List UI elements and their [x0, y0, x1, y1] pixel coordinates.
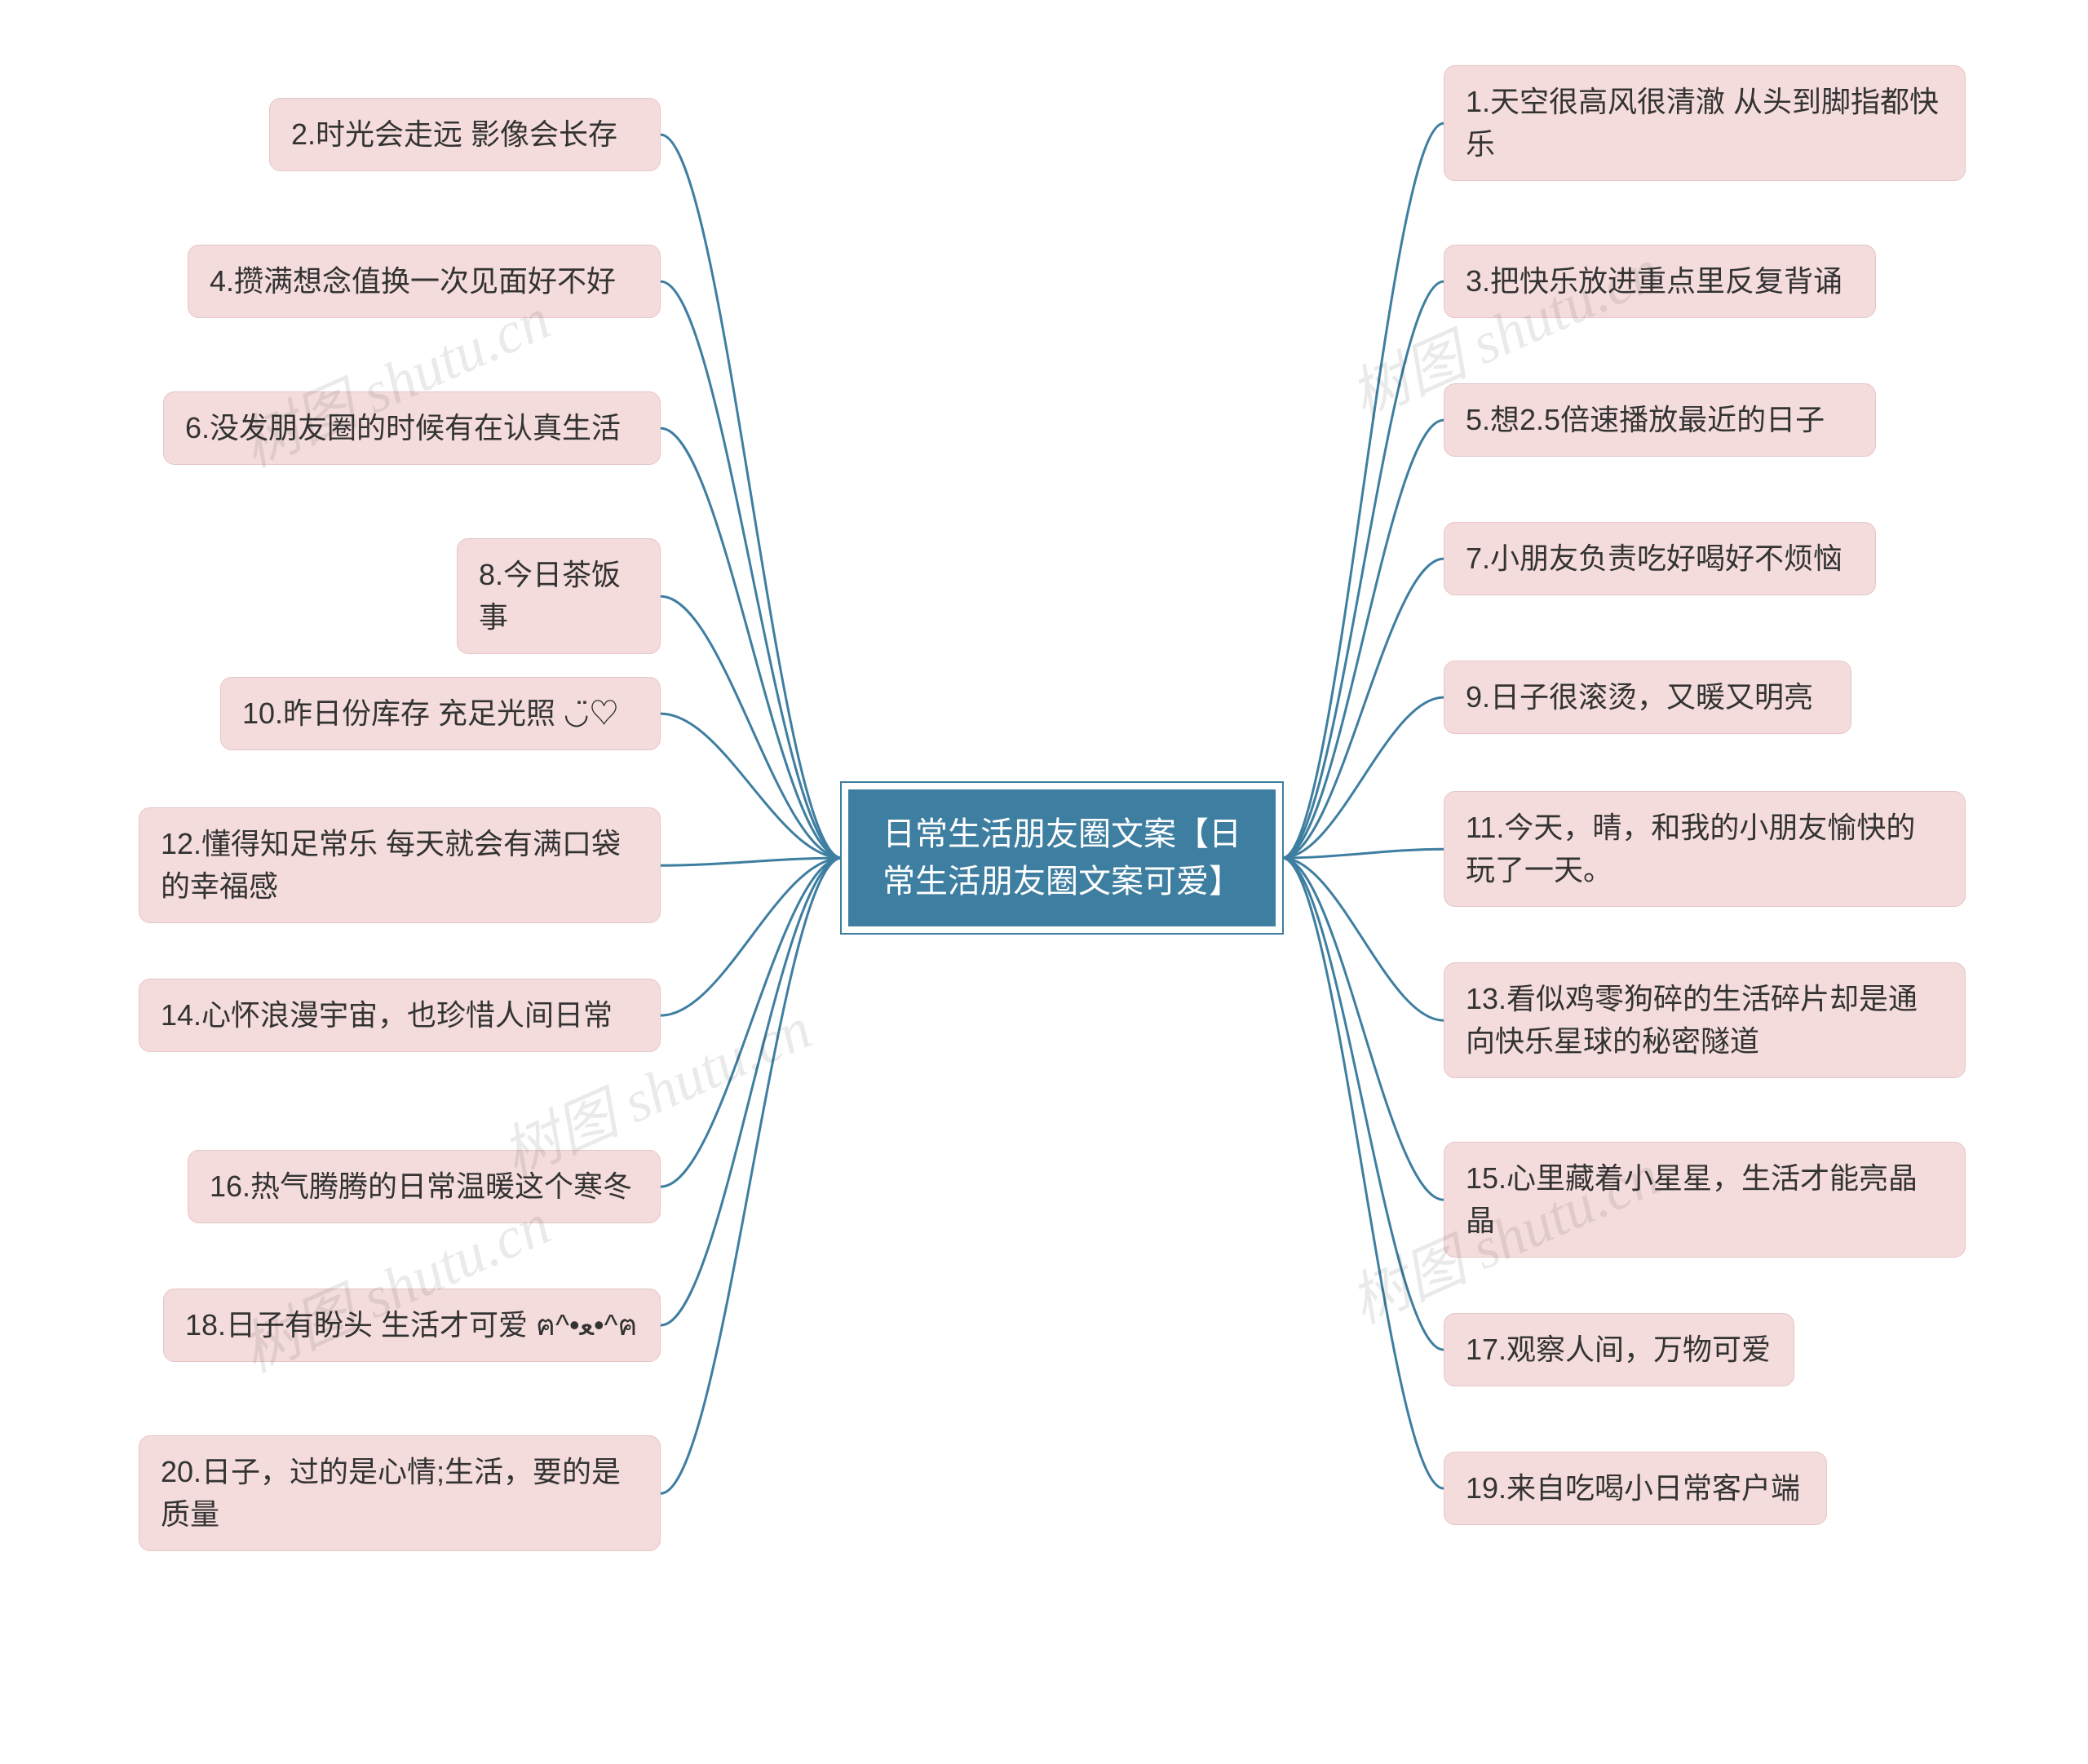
connector: [1282, 559, 1444, 858]
leaf-label: 7.小朋友负责吃好喝好不烦恼: [1466, 542, 1842, 575]
right-leaf-node: 13.看似鸡零狗碎的生活碎片却是通向快乐星球的秘密隧道: [1444, 962, 1966, 1078]
left-leaf-node: 10.昨日份库存 充足光照 ◡̈♡: [220, 677, 661, 750]
connector: [1282, 858, 1444, 1350]
center-node-label: 日常生活朋友圈文案【日常生活朋友圈文案可爱】: [883, 816, 1241, 900]
connector: [661, 596, 842, 858]
leaf-label: 12.懂得知足常乐 每天就会有满口袋的幸福感: [161, 827, 621, 903]
left-leaf-node: 8.今日茶饭事: [457, 538, 661, 654]
connector: [661, 281, 842, 858]
right-leaf-node: 17.观察人间，万物可爱: [1444, 1313, 1794, 1386]
leaf-label: 6.没发朋友圈的时候有在认真生活: [185, 411, 621, 444]
right-leaf-node: 11.今天，晴，和我的小朋友愉快的玩了一天。: [1444, 791, 1966, 907]
connector: [661, 858, 842, 1325]
left-leaf-node: 20.日子，过的是心情;生活，要的是质量: [139, 1435, 661, 1551]
left-leaf-node: 6.没发朋友圈的时候有在认真生活: [163, 391, 661, 465]
connector: [1282, 697, 1444, 858]
connector: [661, 858, 842, 1015]
connector: [1282, 849, 1444, 858]
right-leaf-node: 1.天空很高风很清澈 从头到脚指都快乐: [1444, 65, 1966, 181]
right-leaf-node: 5.想2.5倍速播放最近的日子: [1444, 383, 1876, 457]
leaf-label: 14.心怀浪漫宇宙，也珍惜人间日常: [161, 998, 613, 1032]
leaf-label: 4.攒满想念值换一次见面好不好: [210, 264, 616, 298]
connector: [661, 858, 842, 1493]
left-leaf-node: 18.日子有盼头 生活才可爱 ฅ^•ﻌ•^ฅ: [163, 1289, 661, 1362]
right-leaf-node: 15.心里藏着小星星，生活才能亮晶晶: [1444, 1142, 1966, 1258]
left-leaf-node: 12.懂得知足常乐 每天就会有满口袋的幸福感: [139, 807, 661, 923]
connector: [1282, 858, 1444, 1488]
leaf-label: 5.想2.5倍速播放最近的日子: [1466, 403, 1825, 436]
leaf-label: 18.日子有盼头 生活才可爱 ฅ^•ﻌ•^ฅ: [185, 1308, 638, 1342]
right-leaf-node: 19.来自吃喝小日常客户端: [1444, 1452, 1827, 1525]
right-leaf-node: 9.日子很滚烫，又暖又明亮: [1444, 661, 1851, 734]
left-leaf-node: 2.时光会走远 影像会长存: [269, 98, 661, 171]
connector: [661, 428, 842, 858]
leaf-label: 11.今天，晴，和我的小朋友愉快的玩了一天。: [1466, 811, 1915, 886]
leaf-label: 8.今日茶饭事: [479, 558, 621, 634]
connector: [661, 858, 842, 865]
left-leaf-node: 16.热气腾腾的日常温暖这个寒冬: [188, 1150, 661, 1223]
leaf-label: 13.看似鸡零狗碎的生活碎片却是通向快乐星球的秘密隧道: [1466, 982, 1918, 1058]
right-leaf-node: 3.把快乐放进重点里反复背诵: [1444, 245, 1876, 318]
connector: [1282, 420, 1444, 858]
leaf-label: 1.天空很高风很清澈 从头到脚指都快乐: [1466, 85, 1939, 161]
connector: [661, 858, 842, 1187]
connector: [1282, 123, 1444, 858]
connector: [661, 714, 842, 858]
leaf-label: 16.热气腾腾的日常温暖这个寒冬: [210, 1169, 632, 1203]
leaf-label: 19.来自吃喝小日常客户端: [1466, 1471, 1800, 1505]
leaf-label: 15.心里藏着小星星，生活才能亮晶晶: [1466, 1161, 1918, 1237]
right-leaf-node: 7.小朋友负责吃好喝好不烦恼: [1444, 522, 1876, 595]
mindmap-canvas: 日常生活朋友圈文案【日常生活朋友圈文案可爱】 2.时光会走远 影像会长存 4.攒满想…: [0, 0, 2088, 1764]
center-node: 日常生活朋友圈文案【日常生活朋友圈文案可爱】: [842, 783, 1282, 933]
leaf-label: 20.日子，过的是心情;生活，要的是质量: [161, 1455, 621, 1531]
left-leaf-node: 4.攒满想念值换一次见面好不好: [188, 245, 661, 318]
connector: [661, 135, 842, 858]
leaf-label: 2.时光会走远 影像会长存: [291, 117, 617, 151]
connector: [1282, 858, 1444, 1020]
leaf-label: 3.把快乐放进重点里反复背诵: [1466, 264, 1842, 298]
left-leaf-node: 14.心怀浪漫宇宙，也珍惜人间日常: [139, 979, 661, 1052]
connector: [1282, 858, 1444, 1200]
leaf-label: 17.观察人间，万物可爱: [1466, 1333, 1771, 1366]
leaf-label: 10.昨日份库存 充足光照 ◡̈♡: [242, 696, 618, 730]
leaf-label: 9.日子很滚烫，又暖又明亮: [1466, 680, 1813, 714]
connector: [1282, 281, 1444, 858]
